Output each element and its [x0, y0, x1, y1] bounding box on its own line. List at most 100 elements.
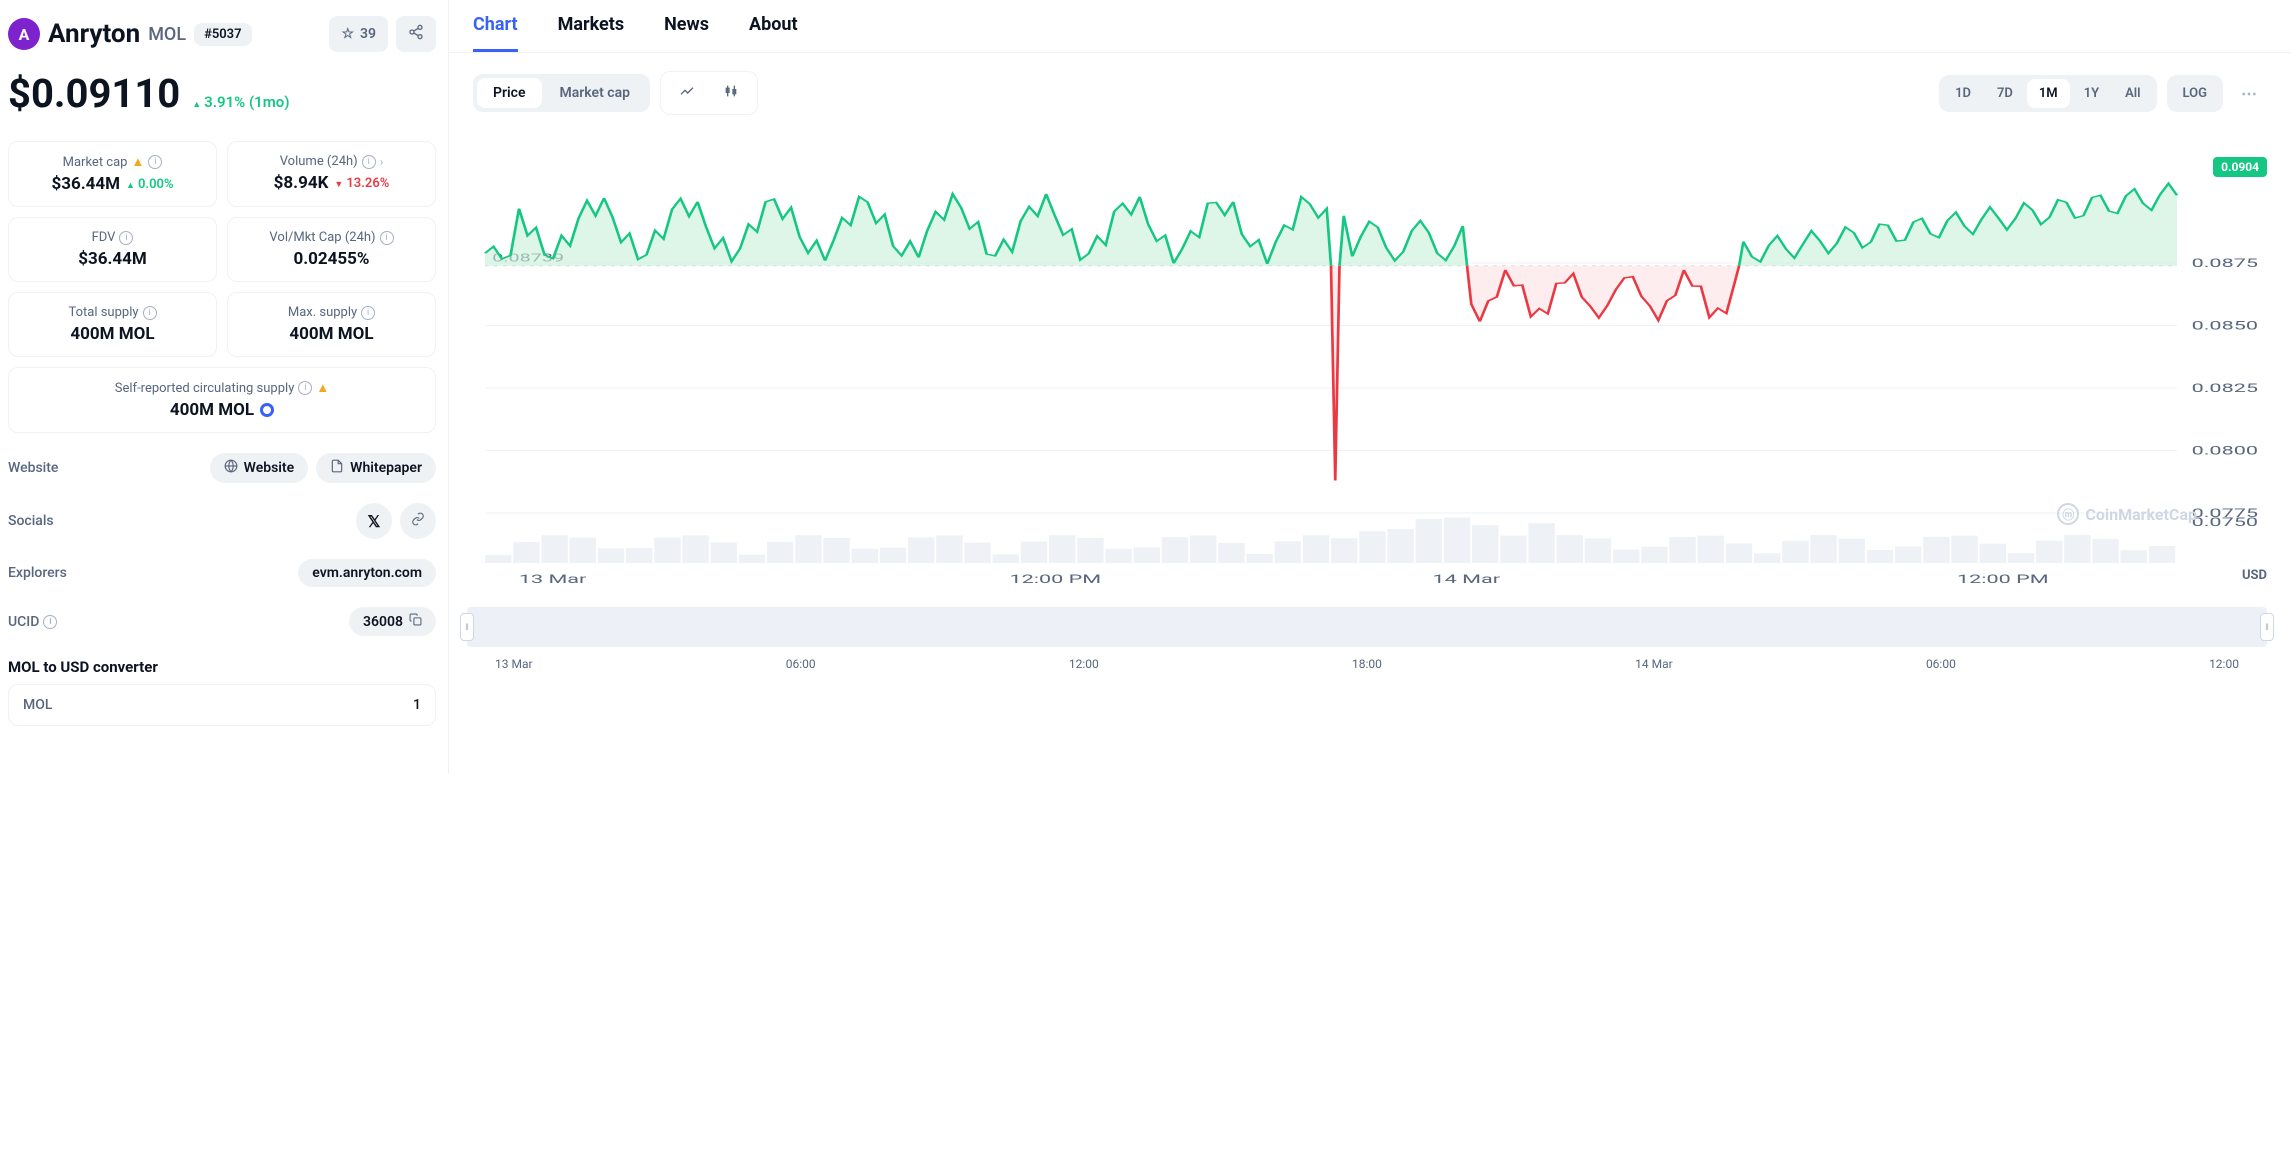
link-text: Website [244, 460, 295, 476]
stat-total-supply[interactable]: Total supply i 400M MOL [8, 292, 217, 357]
info-icon[interactable]: i [298, 381, 312, 395]
converter-value: 1 [413, 697, 421, 713]
range-all[interactable]: All [2113, 79, 2152, 108]
nav-label: 06:00 [1926, 657, 1956, 671]
range-1m[interactable]: 1M [2027, 79, 2070, 108]
nav-label: 18:00 [1352, 657, 1382, 671]
toggle-market-cap[interactable]: Market cap [544, 78, 646, 108]
row-label: UCID [8, 614, 39, 630]
chart-navigator[interactable]: ‖ ‖ [467, 607, 2267, 647]
price-chart[interactable]: 0.0904 ⓜ CoinMarketCap USD 0.08739 0.077… [467, 133, 2267, 593]
range-7d[interactable]: 7D [1985, 79, 2025, 108]
ucid-value[interactable]: 36008 [349, 607, 436, 636]
nav-label: 13 Mar [495, 657, 533, 671]
cmc-logo-icon: ⓜ [2057, 503, 2079, 525]
nav-label: 14 Mar [1635, 657, 1673, 671]
link-button[interactable] [400, 503, 436, 539]
coin-logo: A [8, 18, 40, 50]
coin-name: Anryton [48, 19, 140, 49]
info-icon[interactable]: i [119, 231, 133, 245]
share-button[interactable] [396, 16, 436, 52]
chart-controls: Price Market cap 1D 7D 1M 1Y All LOG [449, 53, 2291, 133]
svg-text:12:00 PM: 12:00 PM [1957, 573, 2049, 587]
svg-text:0.0750: 0.0750 [2192, 516, 2258, 530]
stat-label: Vol/Mkt Cap (24h) [269, 230, 375, 245]
row-label: Explorers [8, 565, 67, 581]
stat-circ-supply[interactable]: Self-reported circulating supply i ▲ 400… [8, 367, 436, 433]
last-price-tag: 0.0904 [2213, 157, 2267, 177]
stat-volume[interactable]: Volume (24h) i › $8.94K 13.26% [227, 141, 436, 207]
link-text: Whitepaper [350, 460, 422, 476]
nav-handle-right[interactable]: ‖ [2260, 613, 2274, 641]
range-1d[interactable]: 1D [1943, 79, 1983, 108]
main-tabs: Chart Markets News About [449, 0, 2291, 53]
stat-value: 400M MOL [23, 324, 202, 344]
main-panel: Chart Markets News About Price Market ca… [448, 0, 2291, 774]
share-icon [408, 24, 424, 44]
ucid-text: 36008 [363, 614, 403, 630]
watchlist-button[interactable]: ☆ 39 [329, 16, 388, 52]
stat-label: Self-reported circulating supply [115, 381, 295, 396]
tab-markets[interactable]: Markets [558, 14, 624, 52]
progress-ring-icon [260, 403, 274, 417]
twitter-link[interactable]: 𝕏 [356, 503, 392, 539]
svg-text:14 Mar: 14 Mar [1433, 573, 1501, 587]
tab-about[interactable]: About [749, 14, 798, 52]
range-1y[interactable]: 1Y [2072, 79, 2111, 108]
stat-max-supply[interactable]: Max. supply i 400M MOL [227, 292, 436, 357]
converter-symbol: MOL [23, 697, 52, 713]
stat-change: 13.26% [334, 176, 389, 191]
svg-text:0.0800: 0.0800 [2192, 444, 2258, 458]
price-row: $0.09110 3.91% (1mo) [8, 70, 436, 117]
explorers-row: Explorers evm.anryton.com [8, 559, 436, 587]
stat-value: $8.94K [274, 173, 329, 193]
svg-text:0.0875: 0.0875 [2192, 257, 2259, 271]
stats-grid: Market cap ▲ i $36.44M 0.00% Volume (24h… [8, 141, 436, 433]
stat-market-cap[interactable]: Market cap ▲ i $36.44M 0.00% [8, 141, 217, 207]
info-icon[interactable]: i [148, 155, 162, 169]
chevron-right-icon: › [380, 155, 384, 169]
link-icon [411, 512, 425, 530]
info-icon[interactable]: i [362, 155, 376, 169]
svg-text:12:00 PM: 12:00 PM [1010, 573, 1102, 587]
candlestick-tool[interactable] [709, 76, 753, 110]
watermark-text: CoinMarketCap [2085, 505, 2197, 524]
info-icon[interactable]: i [380, 231, 394, 245]
converter-title: MOL to USD converter [8, 658, 436, 676]
stat-value: $36.44M [23, 249, 202, 269]
tab-chart[interactable]: Chart [473, 14, 518, 52]
line-chart-tool[interactable] [665, 76, 709, 110]
stat-value: $36.44M [51, 174, 120, 194]
stat-value: 400M MOL [242, 324, 421, 344]
price-change: 3.91% (1mo) [192, 93, 289, 111]
scale-toggle: LOG [2167, 75, 2223, 112]
stat-fdv[interactable]: FDV i $36.44M [8, 217, 217, 282]
chart-type-toggle: Price Market cap [473, 74, 650, 112]
website-link[interactable]: Website [210, 453, 309, 483]
explorer-link[interactable]: evm.anryton.com [298, 559, 436, 587]
svg-text:13 Mar: 13 Mar [519, 573, 587, 587]
info-icon[interactable]: i [361, 306, 375, 320]
star-icon: ☆ [341, 26, 354, 42]
tab-news[interactable]: News [664, 14, 709, 52]
toggle-price[interactable]: Price [477, 78, 542, 108]
chart-more-button[interactable]: ⋯ [2233, 84, 2267, 103]
nav-label: 12:00 [2209, 657, 2239, 671]
coin-sidebar: A Anryton MOL #5037 ☆ 39 $0.09110 3.91% [0, 0, 448, 774]
chart-watermark: ⓜ CoinMarketCap [2057, 503, 2197, 525]
nav-handle-left[interactable]: ‖ [460, 613, 474, 641]
warning-icon: ▲ [131, 154, 144, 170]
x-icon: 𝕏 [368, 512, 381, 531]
nav-label: 12:00 [1069, 657, 1099, 671]
price-change-period: (1mo) [249, 93, 290, 111]
info-icon[interactable]: i [43, 615, 57, 629]
range-selector: 1D 7D 1M 1Y All [1939, 75, 2156, 112]
info-icon[interactable]: i [143, 306, 157, 320]
whitepaper-link[interactable]: Whitepaper [316, 453, 436, 483]
stat-value: 400M MOL [170, 400, 254, 420]
row-label: Socials [8, 513, 54, 529]
chart-svg: 0.08739 0.07750.08000.08250.08500.08750.… [467, 133, 2267, 593]
scale-log[interactable]: LOG [2171, 79, 2219, 108]
stat-vol-mcap[interactable]: Vol/Mkt Cap (24h) i 0.02455% [227, 217, 436, 282]
converter-from[interactable]: MOL 1 [8, 684, 436, 726]
